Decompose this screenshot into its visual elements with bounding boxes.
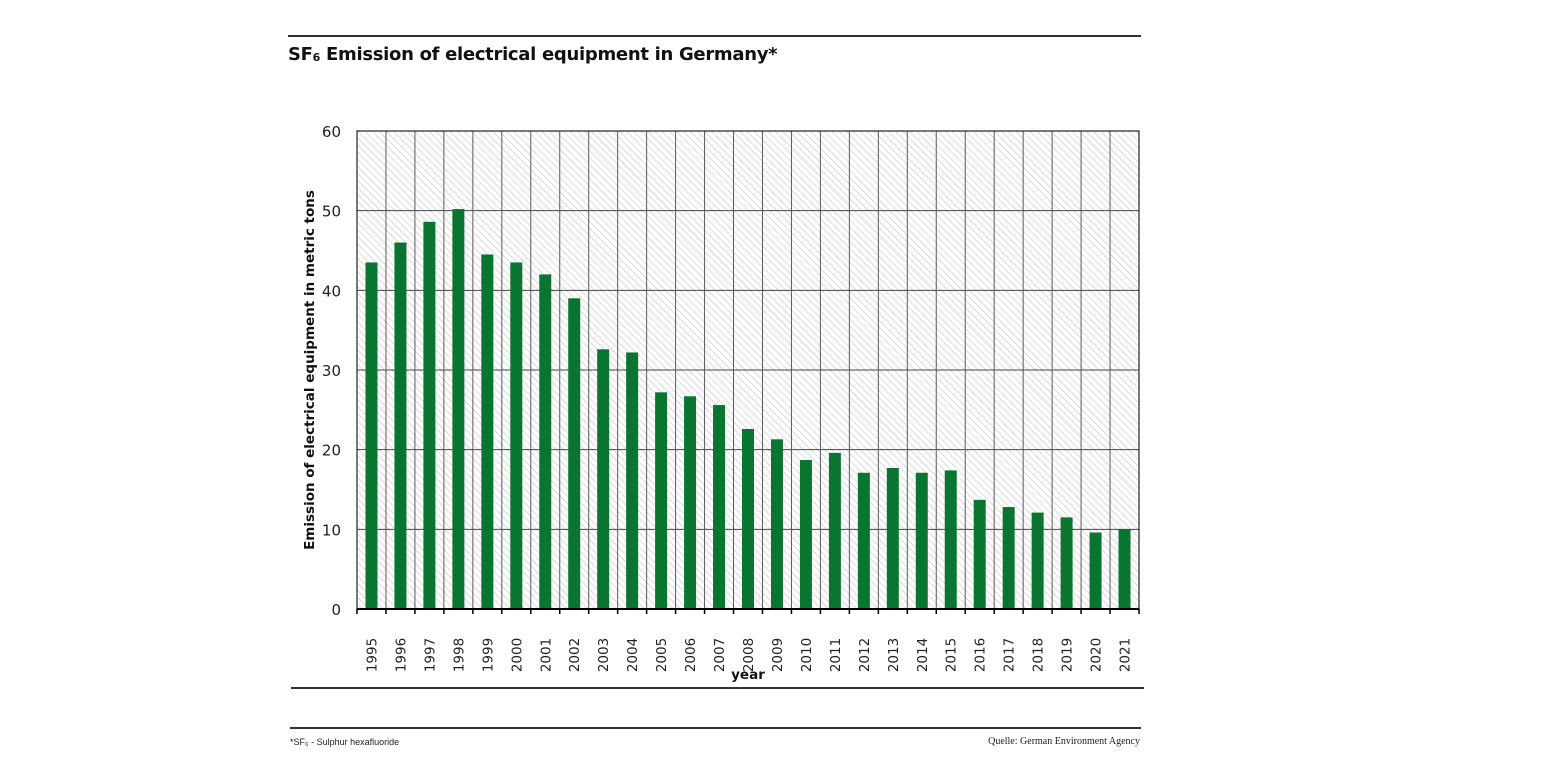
y-tick-labels: 0 10 20 30 40 50 60 — [322, 123, 341, 619]
bar-2020 — [1089, 532, 1102, 609]
x-tick-label: 1997 — [422, 638, 438, 672]
bar-1998 — [452, 209, 465, 609]
bar-2010 — [799, 460, 812, 609]
bar-2001 — [539, 274, 552, 609]
x-tick-label: 2012 — [857, 638, 873, 672]
bar-2011 — [828, 452, 841, 609]
bar-2016 — [973, 499, 986, 609]
bar-1997 — [423, 221, 436, 609]
x-tick-label: 2003 — [596, 638, 612, 672]
x-tick-label: 2013 — [886, 638, 902, 672]
bar-1995 — [365, 262, 378, 609]
bar-2007 — [713, 405, 726, 609]
x-tick-label: 2016 — [973, 638, 989, 672]
x-tick-label: 1996 — [393, 638, 409, 672]
x-tick-label: 2000 — [509, 638, 525, 672]
x-axis-label: year — [731, 667, 765, 683]
source-credit: Quelle: German Environment Agency — [988, 736, 1140, 747]
bar-2014 — [915, 472, 928, 609]
bar-2018 — [1031, 512, 1044, 609]
bar-2015 — [944, 470, 957, 609]
x-tick-label: 2002 — [567, 638, 583, 672]
x-tick-label: 2007 — [712, 638, 728, 672]
bar-2012 — [857, 472, 870, 609]
x-tick-label: 2005 — [654, 638, 670, 672]
chart-title: SF6 Emission of electrical equipment in … — [288, 44, 778, 65]
bar-2019 — [1060, 517, 1073, 609]
x-tick-label: 2004 — [625, 638, 641, 672]
x-tick-label: 1999 — [480, 638, 496, 672]
x-tick-label: 2018 — [1031, 638, 1047, 672]
x-tick-label: 2008 — [741, 638, 757, 672]
x-tick-label: 2011 — [828, 638, 844, 672]
x-tick-label: 2014 — [915, 638, 931, 672]
title-subscript: 6 — [312, 51, 321, 64]
vertical-gridlines — [385, 131, 1111, 609]
y-tick-label: 30 — [322, 362, 341, 380]
x-tick-label: 2015 — [944, 638, 960, 672]
footer-rule — [290, 727, 1141, 729]
y-tick-label: 60 — [322, 123, 341, 141]
footnote: *SF₆ - Sulphur hexafluoride — [290, 737, 400, 747]
x-tick-label: 1998 — [451, 638, 467, 672]
bars — [365, 209, 1131, 610]
top-rule — [288, 35, 1141, 37]
bar-2002 — [568, 298, 581, 609]
bar-2004 — [626, 352, 639, 609]
title-prefix: SF — [288, 44, 313, 65]
x-tick-label: 2001 — [538, 638, 554, 672]
x-tick-label: 2021 — [1118, 638, 1134, 672]
bar-2000 — [510, 262, 523, 609]
bar-1999 — [481, 254, 494, 609]
y-tick-label: 0 — [331, 601, 341, 619]
bar-2008 — [742, 428, 754, 609]
bar-2005 — [655, 392, 668, 609]
x-tick-label: 2009 — [770, 638, 786, 672]
title-text: Emission of electrical equipment in Germ… — [320, 44, 778, 65]
x-tick-label: 2020 — [1089, 638, 1105, 672]
axes — [356, 130, 1140, 614]
bar-2003 — [597, 349, 610, 609]
y-tick-label: 50 — [322, 203, 341, 221]
bar-2017 — [1002, 507, 1015, 609]
y-axis-label: Emission of electrical equipment in metr… — [302, 190, 318, 550]
bar-2013 — [886, 467, 899, 609]
chart-bottom-rule — [291, 687, 1144, 689]
x-tick-label: 2006 — [683, 638, 699, 672]
y-tick-label: 20 — [322, 442, 341, 460]
x-tick-label: 2010 — [799, 638, 815, 672]
x-tick-label: 2019 — [1060, 638, 1076, 672]
bar-2009 — [770, 439, 783, 609]
bar-2006 — [684, 396, 697, 609]
x-tick-label: 1995 — [364, 638, 380, 672]
x-tick-labels: 1995 1996 1997 1998 1999 2000 2001 2002 2003 2004… — [364, 638, 1133, 672]
x-tick-label: 2017 — [1002, 638, 1018, 672]
y-tick-label: 40 — [322, 282, 341, 300]
bar-2021 — [1118, 529, 1131, 609]
bar-1996 — [394, 242, 407, 610]
y-tick-label: 10 — [322, 521, 341, 539]
bar-chart: 0 10 20 30 40 50 60 1995 1996 1997 1998 1999 2000 20… — [302, 123, 1140, 683]
